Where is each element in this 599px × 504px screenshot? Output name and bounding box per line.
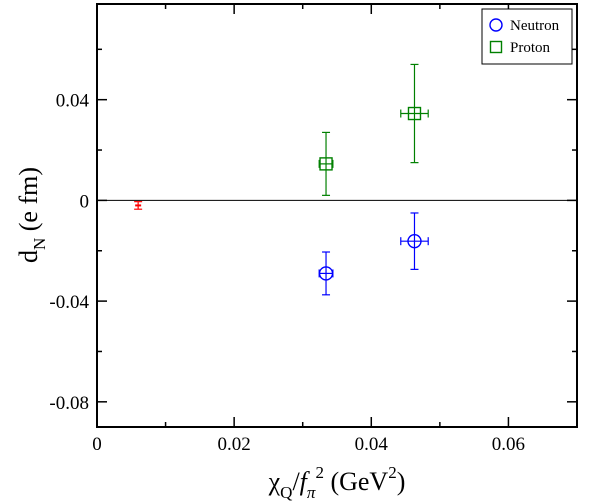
x-axis-label-close: ) (397, 467, 406, 496)
x-tick-label: 0.04 (355, 434, 389, 455)
x-axis-label-sup: 2 (315, 463, 324, 482)
neutron-point (318, 266, 334, 281)
legend-neutron-marker (489, 18, 503, 32)
x-axis-label-f: f (300, 467, 311, 496)
y-tick-label: -0.08 (49, 393, 89, 414)
x-axis-label-div: / (292, 467, 300, 496)
y-axis-label-main: d (14, 250, 43, 263)
y-axis-label: dN (e fm) (14, 167, 49, 263)
x-tick-label: 0.02 (218, 434, 251, 455)
y-tick-label: 0.04 (56, 91, 90, 112)
x-tick-label: 0 (92, 434, 102, 455)
y-tick-label: -0.04 (49, 292, 89, 313)
y-axis-label-sub: N (30, 238, 49, 250)
legend-box (481, 8, 573, 65)
x-axis-label-sub: Q (280, 483, 292, 502)
series-group (134, 63, 429, 296)
x-axis-label-main: χ (268, 467, 281, 496)
legend-proton-marker (489, 40, 503, 54)
proton-point (407, 106, 422, 121)
legend: Neutron Proton (481, 8, 573, 65)
x-axis-label-unit: (GeV (324, 467, 388, 496)
ticks-group: 0 0.02 0.04 0.06 -0.08 -0.04 0 0.04 (49, 4, 578, 455)
x-axis-label: χQ/fπ2 (GeV2) (268, 463, 406, 502)
y-tick-label: 0 (80, 191, 90, 212)
neutron-point (407, 233, 422, 249)
proton-point (319, 157, 333, 171)
x-axis-label-fsub: π (307, 483, 316, 502)
legend-label: Proton (510, 40, 551, 56)
y-axis-label-unit: (e fm) (14, 167, 43, 238)
plot-frame (96, 3, 578, 428)
x-tick-label: 0.06 (492, 434, 525, 455)
legend-label: Neutron (510, 18, 560, 34)
x-axis-label-unitsup: 2 (388, 463, 397, 482)
plot-frame-group (96, 3, 578, 428)
